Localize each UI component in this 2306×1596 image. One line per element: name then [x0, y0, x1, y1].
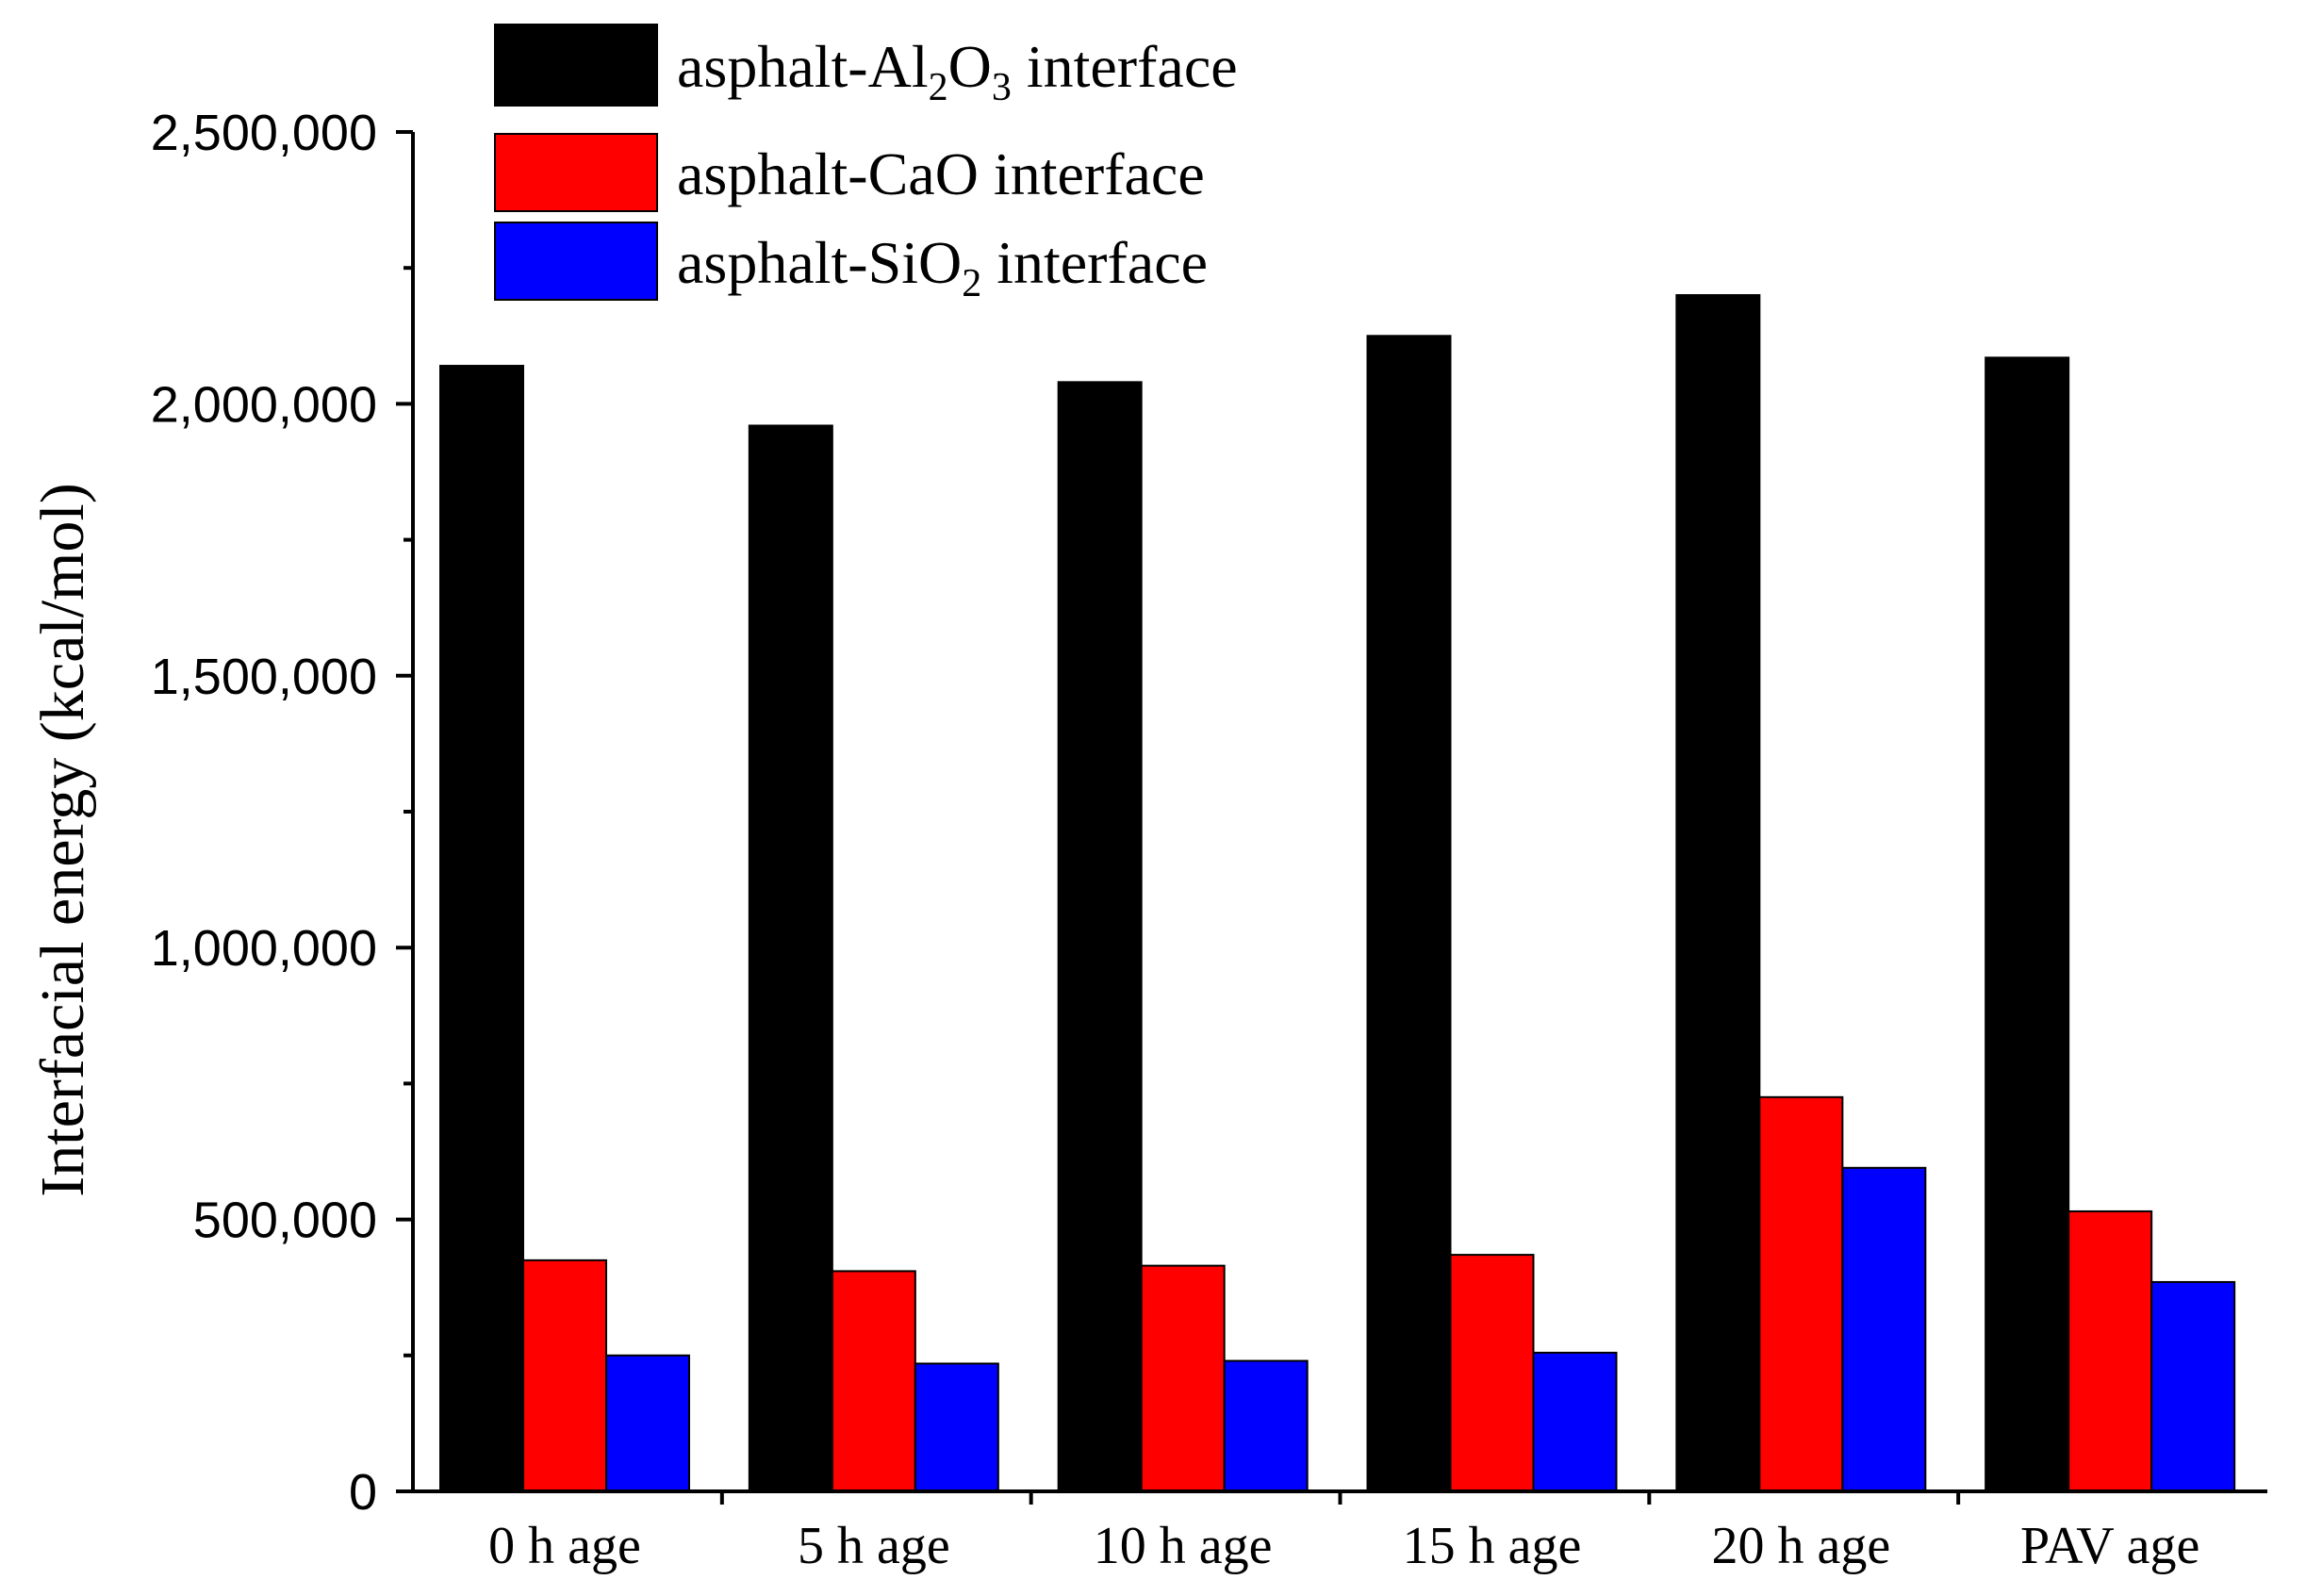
x-category-label: 20 h age — [1711, 1517, 1890, 1575]
bar-sio2-2 — [1223, 1359, 1309, 1492]
x-category-label: PAV age — [2020, 1517, 2199, 1575]
x-category-label: 10 h age — [1094, 1517, 1273, 1575]
bar-al2o3-4 — [1675, 294, 1761, 1492]
x-category-label: 0 h age — [488, 1517, 641, 1575]
bar-cao-5 — [2067, 1209, 2153, 1492]
legend-swatch-al2o3 — [494, 24, 658, 107]
legend-swatch-cao — [494, 133, 658, 212]
bar-cao-2 — [1140, 1264, 1226, 1493]
y-tick-label: 1,500,000 — [151, 649, 377, 705]
bar-cao-1 — [831, 1270, 916, 1492]
bar-al2o3-1 — [748, 424, 833, 1492]
y-tick-label: 2,000,000 — [151, 376, 377, 433]
x-category-labels: 0 h age 5 h age 10 h age 15 h age 20 h age PA… — [488, 1491, 2199, 1575]
y-tick-label: 500,000 — [193, 1193, 377, 1249]
bar-al2o3-3 — [1366, 335, 1452, 1492]
y-axis-title: Interfacial energy (kcal/mol) — [28, 483, 97, 1196]
bar-sio2-3 — [1532, 1351, 1618, 1493]
legend-label-sio2: asphalt-SiO2 interface — [677, 229, 1208, 305]
legend-label-cao: asphalt-CaO interface — [677, 140, 1205, 207]
bars — [439, 294, 2236, 1493]
bar-cao-4 — [1758, 1095, 1844, 1492]
y-tick-label: 2,500,000 — [151, 105, 377, 161]
legend-label-al2o3: asphalt-Al2O3 interface — [677, 33, 1238, 109]
x-category-label: 15 h age — [1403, 1517, 1582, 1575]
bar-sio2-5 — [2150, 1280, 2236, 1492]
bar-cao-0 — [522, 1259, 607, 1492]
bar-al2o3-0 — [439, 365, 524, 1492]
bar-al2o3-5 — [1985, 356, 2070, 1493]
legend-swatch-sio2 — [494, 222, 658, 301]
bar-sio2-4 — [1841, 1166, 1927, 1492]
bar-sio2-0 — [605, 1354, 690, 1493]
y-tick-label: 1,000,000 — [151, 920, 377, 977]
y-ticks: 0 500,000 1,000,000 1,500,000 2,000,000 2,500… — [151, 105, 413, 1521]
legend: asphalt-Al2O3 interface asphalt-CaO inter… — [494, 24, 1238, 305]
bar-cao-3 — [1449, 1254, 1535, 1493]
y-tick-label: 0 — [349, 1464, 377, 1521]
x-category-label: 5 h age — [798, 1517, 950, 1575]
bar-sio2-1 — [914, 1362, 999, 1493]
bar-al2o3-2 — [1057, 381, 1143, 1492]
